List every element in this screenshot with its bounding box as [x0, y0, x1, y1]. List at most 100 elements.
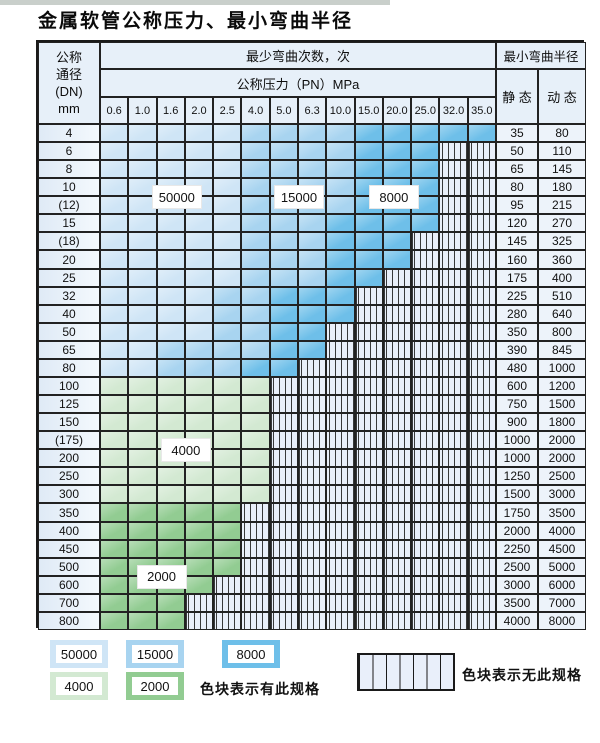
no-spec-cell [269, 395, 298, 414]
no-spec-cell [382, 376, 412, 396]
spec-cell [213, 124, 242, 143]
spec-cell [100, 593, 129, 612]
no-spec-cell [382, 431, 412, 450]
no-spec-cell [382, 467, 412, 486]
dn-cell: 40 [38, 304, 100, 323]
no-spec-cell [326, 575, 355, 594]
spec-cell [213, 413, 242, 432]
no-spec-cell [467, 593, 496, 612]
dn-cell: 100 [38, 376, 100, 396]
no-spec-cell [467, 214, 496, 233]
no-spec-cell [382, 395, 412, 414]
spec-cell [269, 268, 298, 287]
no-spec-cell [467, 485, 496, 504]
no-spec-cell [467, 358, 496, 377]
static-value-cell: 175 [496, 268, 538, 287]
spec-cell [382, 250, 412, 269]
spec-cell [241, 431, 270, 450]
no-spec-cell [354, 485, 383, 504]
spec-cell [184, 232, 214, 251]
spec-cell [382, 124, 412, 143]
spec-cell [156, 160, 185, 179]
spec-cell [269, 286, 298, 305]
spec-cell [184, 214, 214, 233]
spec-cell [382, 142, 412, 161]
no-spec-cell [326, 611, 355, 630]
no-spec-cell [241, 575, 270, 594]
dn-cell: 65 [38, 340, 100, 359]
dynamic-value-cell: 1200 [538, 376, 586, 396]
spec-cell [100, 575, 129, 594]
spec-cell [354, 250, 383, 269]
no-spec-cell [411, 539, 440, 558]
no-spec-cell [382, 268, 412, 287]
spec-cell [213, 178, 242, 197]
no-spec-cell [439, 286, 468, 305]
no-spec-cell [411, 593, 440, 612]
dn-cell: 10 [38, 178, 100, 197]
no-spec-cell [467, 503, 496, 522]
spec-cell [128, 124, 157, 143]
spec-cell [326, 214, 355, 233]
spec-cell [184, 557, 214, 576]
no-spec-cell [297, 503, 327, 522]
no-spec-cell [467, 160, 496, 179]
has-spec-text: 色块表示有此规格 [200, 681, 320, 697]
dynamic-value-cell: 270 [538, 214, 586, 233]
no-spec-text: 色块表示无此规格 [462, 667, 582, 683]
dn-header-line: mm [58, 101, 80, 116]
spec-cell [128, 178, 157, 197]
no-spec-cell [439, 485, 468, 504]
pressure-tick: 1.6 [156, 97, 185, 124]
no-spec-cell [354, 611, 383, 630]
spec-cell [184, 160, 214, 179]
no-spec-cell [326, 322, 355, 341]
no-spec-cell [354, 304, 383, 323]
spec-cell [241, 286, 270, 305]
no-spec-cell [411, 449, 440, 468]
no-spec-cell [439, 593, 468, 612]
spec-cell [128, 431, 157, 450]
spec-cell [241, 467, 270, 486]
static-value-cell: 80 [496, 178, 538, 197]
no-spec-cell [354, 503, 383, 522]
dn-cell: 800 [38, 611, 100, 630]
no-spec-cell [297, 557, 327, 576]
spec-cell [128, 268, 157, 287]
dynamic-value-cell: 5000 [538, 557, 586, 576]
no-spec-cell [354, 358, 383, 377]
no-spec-cell [269, 431, 298, 450]
spec-cell [156, 485, 185, 504]
no-spec-cell [184, 593, 214, 612]
dynamic-value-cell: 180 [538, 178, 586, 197]
no-spec-cell [467, 286, 496, 305]
spec-cell [156, 467, 185, 486]
spec-cell [241, 449, 270, 468]
spec-cell [213, 250, 242, 269]
dn-cell: 4 [38, 124, 100, 143]
dynamic-value-cell: 1500 [538, 395, 586, 414]
no-spec-cell [467, 467, 496, 486]
spec-cell [411, 124, 440, 143]
spec-cell [100, 322, 129, 341]
no-spec-cell [184, 611, 214, 630]
spec-cell [184, 467, 214, 486]
legend-swatch-value: 50000 [56, 645, 102, 663]
no-spec-cell [269, 539, 298, 558]
spec-cell [128, 142, 157, 161]
no-spec-cell [269, 485, 298, 504]
no-spec-cell [411, 340, 440, 359]
radius-header-cell: 最小弯曲半径 [496, 42, 586, 69]
no-spec-cell [411, 431, 440, 450]
no-spec-cell [439, 431, 468, 450]
no-spec-cell [382, 503, 412, 522]
spec-cell [184, 286, 214, 305]
no-spec-cell [411, 575, 440, 594]
spec-cell [100, 160, 129, 179]
no-spec-cell [411, 611, 440, 630]
pressure-tick: 35.0 [467, 97, 496, 124]
spec-cell [128, 521, 157, 540]
dynamic-value-cell: 2000 [538, 449, 586, 468]
pressure-header-cell: 公称压力（PN）MPa [100, 69, 496, 97]
